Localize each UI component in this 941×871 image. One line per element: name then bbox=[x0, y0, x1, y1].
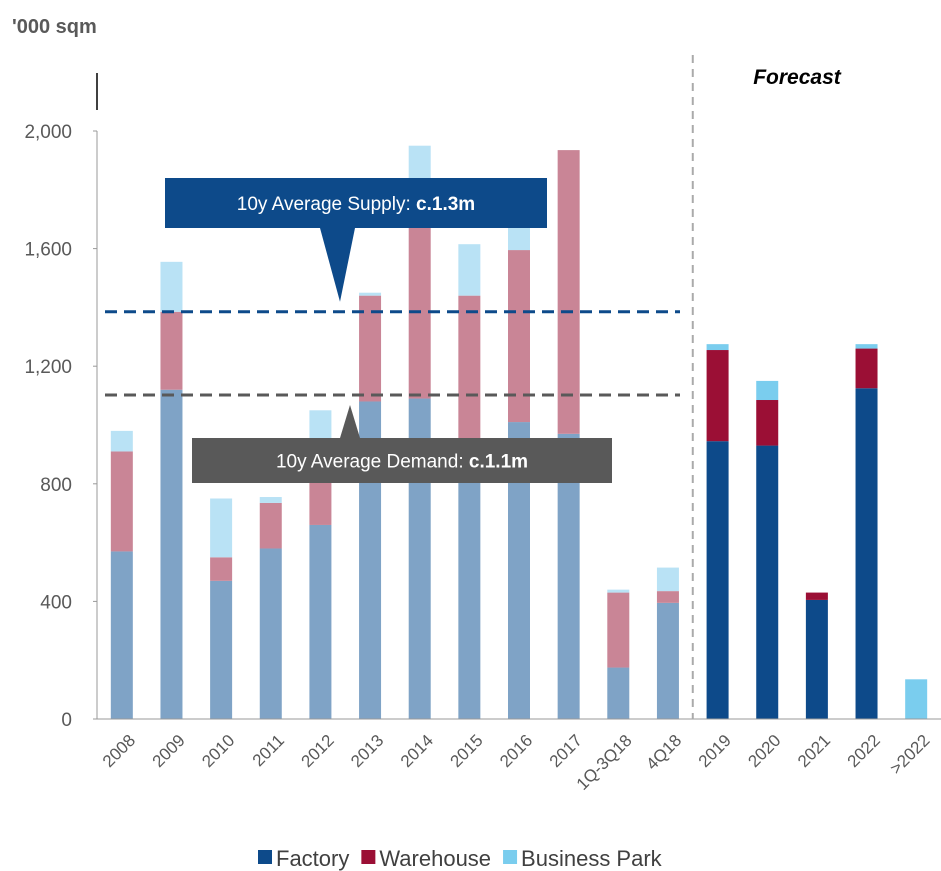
bar-segment bbox=[805, 599, 828, 719]
annotation-text: 10y Average Demand: c.1.1m bbox=[276, 452, 528, 473]
bar-segment bbox=[508, 422, 530, 719]
bar-segment bbox=[210, 557, 233, 581]
annotation-pointer bbox=[340, 405, 360, 438]
bar-segment bbox=[706, 350, 729, 442]
annotation-box bbox=[192, 438, 612, 483]
legend-swatch bbox=[258, 850, 272, 864]
bar-segment bbox=[756, 380, 779, 401]
bar-segment bbox=[607, 592, 630, 668]
bar-segment bbox=[656, 602, 679, 719]
bar-segment bbox=[160, 261, 183, 312]
bar-segment bbox=[905, 679, 928, 719]
forecast-label: Forecast bbox=[753, 66, 842, 89]
bar-segment bbox=[110, 551, 133, 719]
annotation-text: 10y Average Supply: c.1.3m bbox=[237, 194, 475, 215]
x-tick-label: 1Q-3Q18 bbox=[573, 731, 636, 794]
x-tick-label: 2020 bbox=[744, 731, 784, 771]
bar-segment bbox=[359, 292, 382, 296]
bar-segment bbox=[259, 548, 282, 719]
bar-segment bbox=[110, 451, 133, 552]
bar-segment bbox=[756, 445, 779, 719]
x-tick-label: 2014 bbox=[397, 731, 437, 771]
bar-segment bbox=[607, 589, 630, 593]
bar-segment bbox=[110, 430, 133, 452]
legend-swatch bbox=[361, 850, 376, 864]
bar-segment bbox=[557, 433, 580, 719]
bar-segment bbox=[458, 295, 481, 440]
x-tick-label: 2009 bbox=[149, 731, 189, 771]
bar-segment bbox=[210, 580, 233, 719]
bar-segment bbox=[656, 591, 679, 603]
bar-segment bbox=[557, 150, 580, 434]
bar-segment bbox=[805, 592, 828, 600]
x-tick-label: 2012 bbox=[298, 731, 338, 771]
annotation-label: 10y Average Demand: bbox=[276, 452, 469, 473]
bar-segment bbox=[408, 213, 431, 399]
bar-segment bbox=[508, 228, 530, 251]
legend-swatch bbox=[503, 850, 518, 864]
x-tick-label: 2022 bbox=[844, 731, 884, 771]
y-tick-label: 1,600 bbox=[24, 240, 72, 261]
x-tick-label: 2017 bbox=[546, 731, 586, 771]
annotation-label: 10y Average Supply: bbox=[237, 194, 416, 215]
bar-segment bbox=[855, 388, 878, 719]
annotation-value: c.1.1m bbox=[469, 452, 528, 473]
bar-segment bbox=[656, 567, 679, 592]
bar-segment bbox=[756, 400, 779, 446]
x-tick-label: >2022 bbox=[886, 731, 933, 778]
bar-segment bbox=[458, 244, 481, 296]
x-tick-label: 2008 bbox=[99, 731, 139, 771]
x-tick-label: 2013 bbox=[347, 731, 387, 771]
y-tick-label: 400 bbox=[40, 592, 72, 613]
bar-segment bbox=[458, 439, 481, 719]
annotation-value: c.1.3m bbox=[416, 194, 475, 215]
legend-label: Factory bbox=[276, 846, 349, 871]
y-tick-label: 800 bbox=[40, 475, 72, 496]
bar-segment bbox=[160, 389, 183, 719]
bar-segment bbox=[607, 667, 630, 719]
bar-segment bbox=[259, 502, 282, 549]
x-tick-label: 2010 bbox=[198, 731, 238, 771]
y-tick-label: 0 bbox=[61, 710, 72, 731]
annotation-box bbox=[165, 178, 547, 228]
x-tick-label: 2011 bbox=[249, 731, 288, 770]
annotation-pointer bbox=[320, 228, 355, 302]
bar-segment bbox=[508, 250, 530, 423]
bar-segment bbox=[706, 344, 729, 351]
bar-segment bbox=[855, 348, 878, 389]
bar-segment bbox=[706, 441, 729, 719]
x-tick-label: 2016 bbox=[496, 731, 536, 771]
x-tick-label: 4Q18 bbox=[642, 731, 685, 774]
legend-label: Business Park bbox=[521, 846, 663, 871]
bar-segment bbox=[309, 524, 332, 719]
legend-label: Warehouse bbox=[379, 846, 491, 871]
x-tick-label: 2015 bbox=[446, 731, 486, 771]
x-tick-label: 2019 bbox=[695, 731, 735, 771]
y-axis-label: '000 sqm bbox=[12, 16, 97, 38]
bar-segment bbox=[855, 344, 878, 349]
y-tick-label: 2,000 bbox=[24, 122, 72, 143]
bar-segment bbox=[160, 311, 183, 390]
y-tick-label: 1,200 bbox=[24, 357, 72, 378]
bar-segment bbox=[359, 295, 382, 402]
x-tick-label: 2021 bbox=[794, 731, 834, 771]
bar-segment bbox=[259, 497, 282, 503]
bar-segment bbox=[210, 498, 233, 558]
